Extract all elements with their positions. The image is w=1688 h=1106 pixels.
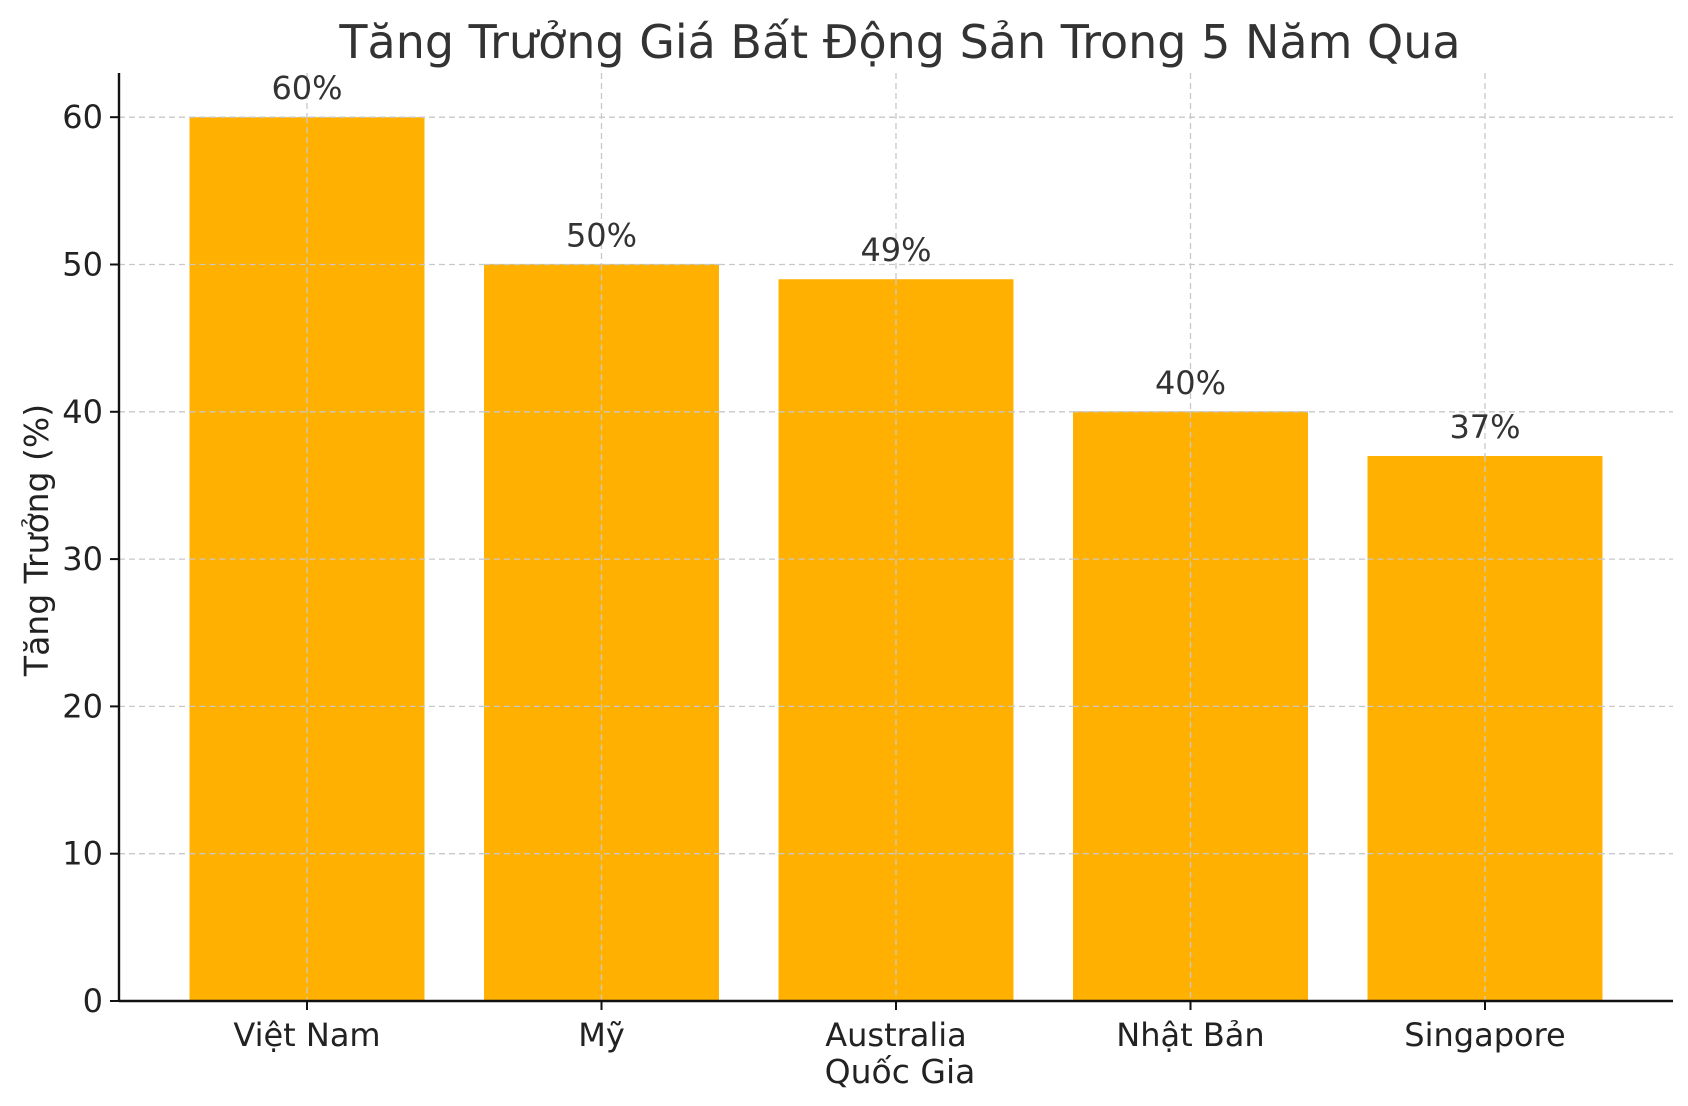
x-tick-label: Việt Nam bbox=[233, 1016, 380, 1054]
x-tick-label: Mỹ bbox=[578, 1016, 625, 1054]
x-tick-label: Singapore bbox=[1404, 1016, 1565, 1054]
x-axis-label: Quốc Gia bbox=[825, 1052, 976, 1091]
y-tick-label: 40 bbox=[62, 393, 103, 431]
y-tick-label: 10 bbox=[62, 835, 103, 873]
bars bbox=[189, 116, 1603, 1001]
y-axis-label: Tăng Trưởng (%) bbox=[17, 404, 56, 677]
y-tick-label: 50 bbox=[62, 245, 103, 283]
chart-title: Tăng Trưởng Giá Bất Động Sản Trong 5 Năm… bbox=[338, 15, 1460, 69]
y-tick-label: 20 bbox=[62, 687, 103, 725]
bar-value-label: 49% bbox=[860, 231, 931, 269]
y-tick-label: 0 bbox=[83, 982, 103, 1020]
bar-value-label: 60% bbox=[271, 69, 342, 107]
x-tick-label: Nhật Bản bbox=[1116, 1016, 1264, 1054]
labels: 0 10 20 30 40 50 60 60% 50% 49% 40% 37% Việt Nam Mỹ Au… bbox=[62, 69, 1565, 1054]
bar-value-label: 50% bbox=[566, 216, 637, 254]
y-tick-label: 60 bbox=[62, 98, 103, 136]
y-tick-label: 30 bbox=[62, 540, 103, 578]
axes bbox=[110, 73, 1673, 1010]
bar-value-label: 37% bbox=[1449, 408, 1520, 446]
x-tick-label: Australia bbox=[825, 1016, 967, 1054]
bar-value-label: 40% bbox=[1155, 364, 1226, 402]
